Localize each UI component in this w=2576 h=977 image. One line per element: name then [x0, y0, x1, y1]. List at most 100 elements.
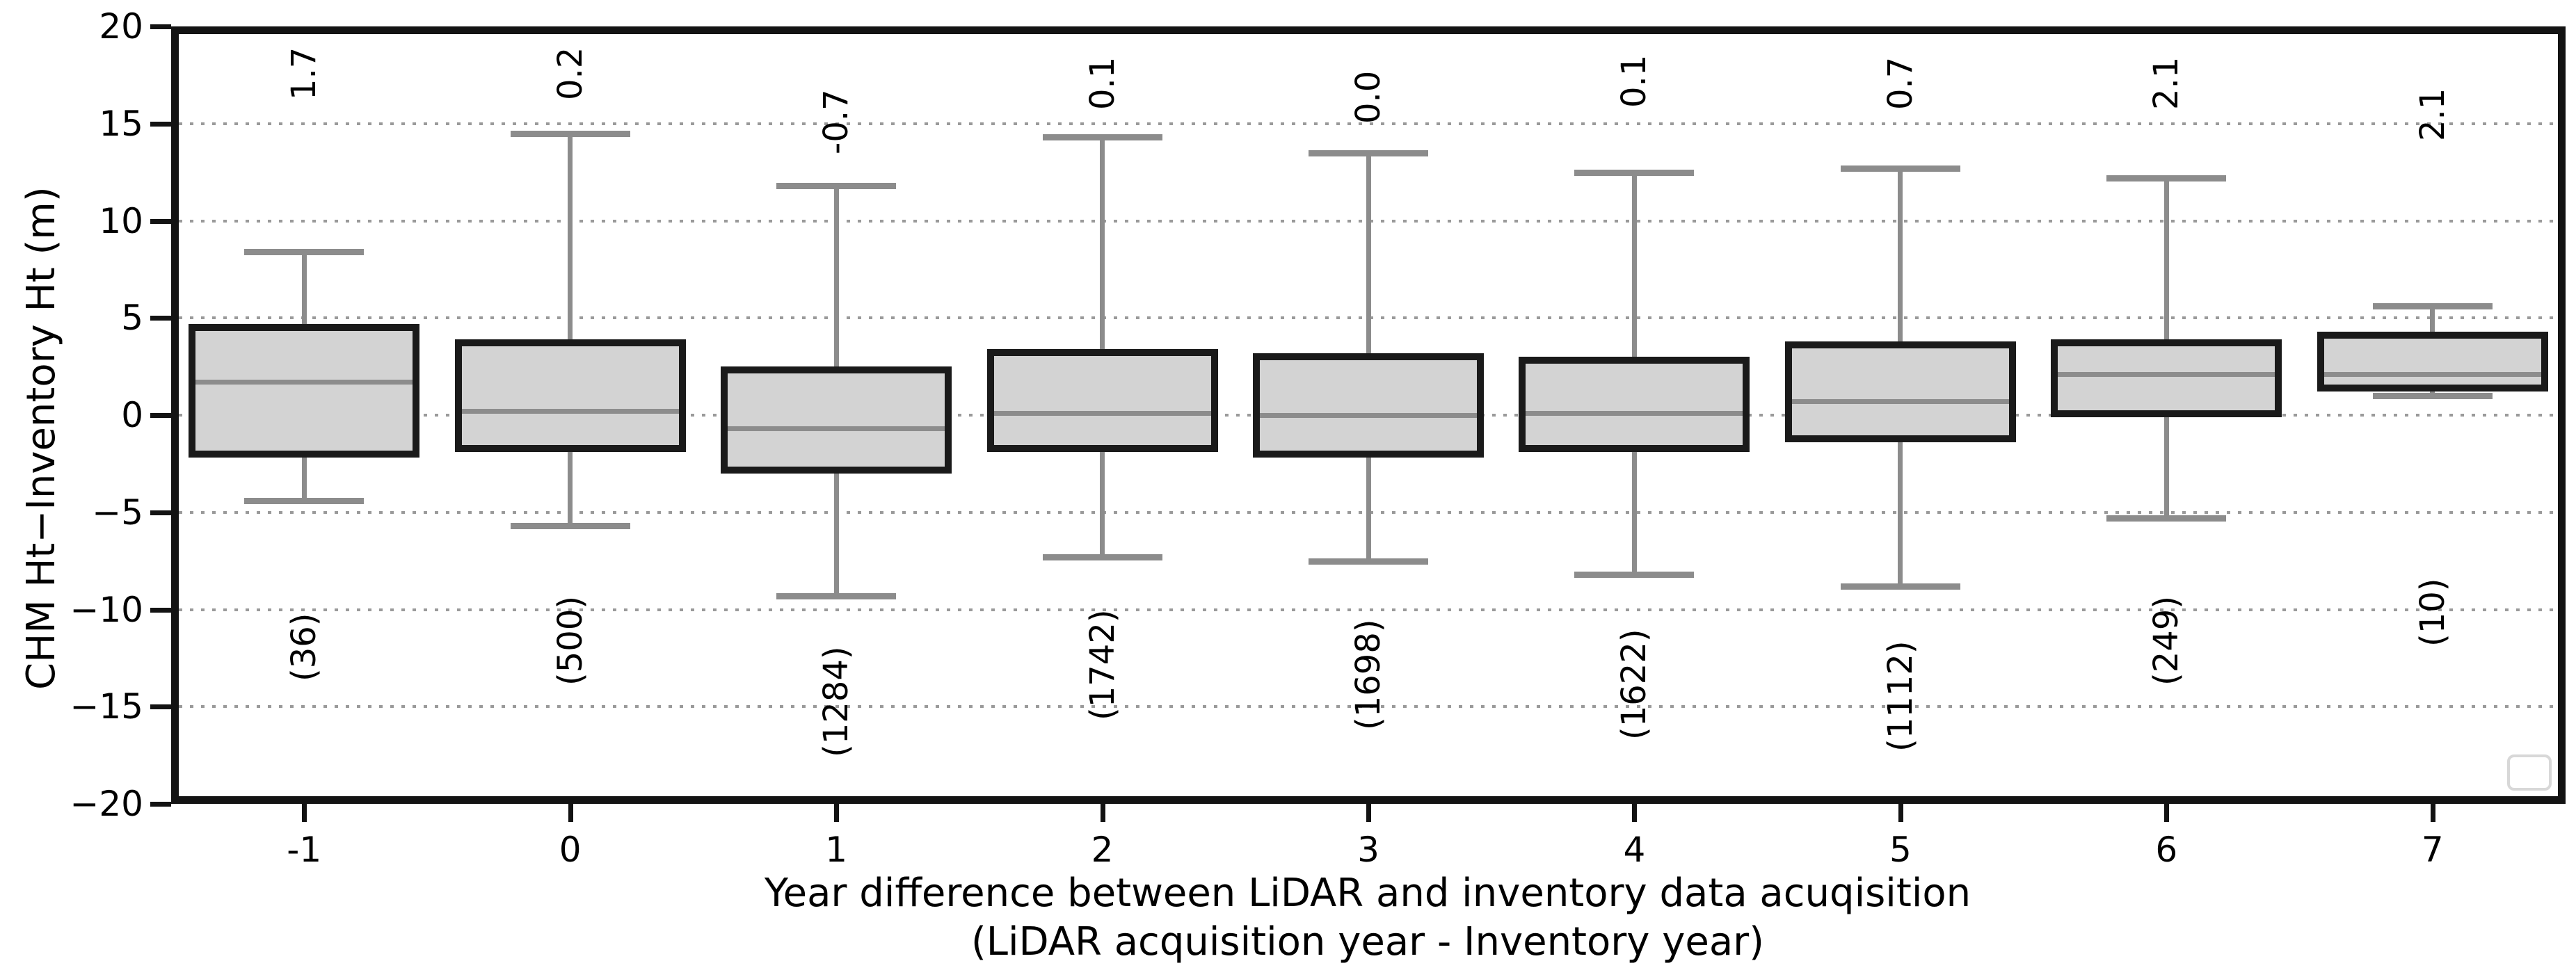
- y-tick-label: 0: [121, 395, 143, 435]
- upper-whisker: [568, 133, 573, 339]
- box-rect: [1784, 341, 2016, 443]
- x-tick: [568, 804, 573, 822]
- median-line: [461, 408, 679, 414]
- y-tick: [150, 607, 171, 613]
- median-line: [1260, 412, 1477, 418]
- x-tick: [2430, 804, 2435, 822]
- median-line: [195, 379, 413, 385]
- y-tick-label: 10: [99, 200, 143, 241]
- lower-whisker: [1100, 452, 1105, 558]
- box-rect: [1253, 353, 1484, 458]
- upper-whisker-cap: [776, 183, 897, 190]
- x-tick: [1898, 804, 1903, 822]
- upper-whisker: [301, 252, 307, 324]
- median-line: [728, 426, 945, 432]
- box-median-annotation: 0.1: [1615, 55, 1654, 108]
- y-tick: [150, 510, 171, 515]
- x-tick: [834, 804, 840, 822]
- box-count-label: (1622): [1615, 629, 1654, 740]
- x-tick-label: -1: [287, 830, 322, 870]
- box-count-label: (1284): [817, 646, 856, 757]
- upper-whisker-cap: [2106, 175, 2227, 181]
- y-tick-label: 15: [99, 103, 143, 144]
- y-tick-label: −10: [70, 589, 143, 630]
- lower-whisker: [568, 452, 573, 526]
- upper-whisker: [833, 186, 839, 367]
- lower-whisker: [833, 473, 839, 596]
- y-tick-label: 5: [121, 298, 143, 339]
- upper-whisker: [1100, 137, 1105, 349]
- lower-whisker-cap: [776, 592, 897, 599]
- upper-whisker-cap: [510, 130, 630, 137]
- x-tick: [1632, 804, 1638, 822]
- lower-whisker: [2163, 417, 2169, 519]
- x-tick: [302, 804, 307, 822]
- median-line: [2058, 371, 2275, 377]
- box-count-label: (500): [550, 595, 590, 686]
- upper-whisker: [1366, 152, 1371, 353]
- y-tick-label: 20: [99, 6, 143, 47]
- box-rect: [2317, 331, 2548, 392]
- x-tick: [1100, 804, 1105, 822]
- x-tick-label: 3: [1357, 830, 1379, 870]
- box-count-label: (249): [2147, 595, 2186, 686]
- box-rect: [2051, 339, 2282, 417]
- lower-whisker-cap: [2372, 393, 2493, 400]
- box-median-annotation: 2.1: [2147, 56, 2186, 111]
- lower-whisker-cap: [1574, 572, 1695, 579]
- gridline-y-10: [179, 608, 2558, 611]
- lower-whisker-cap: [1840, 583, 1960, 590]
- y-tick: [150, 704, 171, 710]
- box-count-label: (1742): [1082, 609, 1122, 720]
- box-count-label: (1698): [1349, 619, 1388, 730]
- x-tick-label: 2: [1091, 830, 1114, 870]
- upper-whisker-cap: [1042, 134, 1162, 141]
- lower-whisker: [1631, 452, 1637, 575]
- median-line: [1791, 398, 2009, 404]
- x-tick-label: 7: [2421, 830, 2444, 870]
- median-line: [993, 410, 1211, 416]
- y-tick: [150, 218, 171, 224]
- lower-whisker: [1366, 458, 1371, 561]
- upper-whisker: [1631, 172, 1637, 357]
- median-line: [2323, 371, 2541, 377]
- y-tick: [150, 24, 171, 29]
- box-median-annotation: 0.1: [1082, 56, 1122, 111]
- box-count-label: (10): [2413, 578, 2452, 647]
- x-tick: [1366, 804, 1371, 822]
- upper-whisker: [2430, 306, 2435, 332]
- lower-whisker-cap: [244, 497, 365, 504]
- gridline-y-15: [179, 705, 2558, 709]
- gridline-y15: [179, 122, 2558, 125]
- upper-whisker-cap: [244, 249, 365, 256]
- box-rect: [454, 339, 686, 453]
- median-line: [1526, 410, 1743, 416]
- x-axis-label: Year difference between LiDAR and invent…: [533, 869, 2202, 967]
- box-median-annotation: 0.7: [1880, 56, 1920, 111]
- x-axis-label-line2: (LiDAR acquisition year - Inventory year…: [970, 919, 1765, 964]
- y-tick: [150, 413, 171, 418]
- upper-whisker: [1898, 168, 1903, 341]
- lower-whisker-cap: [510, 523, 630, 530]
- upper-whisker-cap: [1574, 169, 1695, 176]
- y-tick: [150, 802, 171, 807]
- y-tick-label: −5: [92, 492, 143, 533]
- lower-whisker: [1898, 442, 1903, 586]
- box-rect: [1519, 357, 1750, 453]
- upper-whisker-cap: [1309, 150, 1428, 156]
- upper-whisker-cap: [1840, 165, 1960, 172]
- y-tick: [150, 316, 171, 321]
- upper-whisker-cap: [2372, 303, 2493, 310]
- x-tick-label: 4: [1623, 830, 1646, 870]
- y-tick: [150, 121, 171, 127]
- box-median-annotation: 1.7: [285, 47, 324, 101]
- x-axis-label-line1: Year difference between LiDAR and invent…: [764, 871, 1971, 916]
- x-tick-label: 6: [2155, 830, 2178, 870]
- box-rect: [189, 323, 420, 458]
- x-tick-label: 0: [559, 830, 582, 870]
- box-count-label: (36): [285, 613, 324, 681]
- y-tick-label: −20: [70, 784, 143, 824]
- y-tick-label: −15: [70, 686, 143, 727]
- box-median-annotation: 0.2: [550, 47, 590, 101]
- lower-whisker-cap: [2106, 515, 2227, 522]
